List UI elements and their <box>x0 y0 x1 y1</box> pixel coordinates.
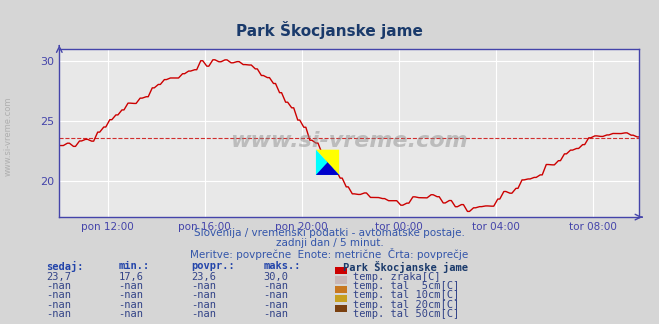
Text: -nan: -nan <box>46 290 71 300</box>
Text: povpr.:: povpr.: <box>191 261 235 271</box>
Text: Slovenija / vremenski podatki - avtomatske postaje.: Slovenija / vremenski podatki - avtomats… <box>194 228 465 238</box>
Text: www.si-vreme.com: www.si-vreme.com <box>3 96 13 176</box>
Text: -nan: -nan <box>119 309 144 319</box>
Text: Park Škocjanske jame: Park Škocjanske jame <box>343 261 468 273</box>
Text: -nan: -nan <box>46 300 71 310</box>
Text: -nan: -nan <box>264 309 289 319</box>
Text: 17,6: 17,6 <box>119 272 144 282</box>
Text: temp. tal  5cm[C]: temp. tal 5cm[C] <box>353 281 459 291</box>
Text: -nan: -nan <box>264 290 289 300</box>
Polygon shape <box>316 150 339 175</box>
Text: -nan: -nan <box>46 281 71 291</box>
Polygon shape <box>316 150 339 175</box>
Text: -nan: -nan <box>119 300 144 310</box>
Text: 23,7: 23,7 <box>46 272 71 282</box>
Text: 23,6: 23,6 <box>191 272 216 282</box>
Text: temp. tal 50cm[C]: temp. tal 50cm[C] <box>353 309 459 319</box>
Text: sedaj:: sedaj: <box>46 261 84 272</box>
Text: temp. zraka[C]: temp. zraka[C] <box>353 272 440 282</box>
Text: -nan: -nan <box>46 309 71 319</box>
Text: Meritve: povprečne  Enote: metrične  Črta: povprečje: Meritve: povprečne Enote: metrične Črta:… <box>190 248 469 260</box>
Text: -nan: -nan <box>191 309 216 319</box>
Text: -nan: -nan <box>119 281 144 291</box>
Text: Park Škocjanske jame: Park Škocjanske jame <box>236 21 423 39</box>
Text: min.:: min.: <box>119 261 150 271</box>
Text: www.si-vreme.com: www.si-vreme.com <box>231 131 468 151</box>
Text: -nan: -nan <box>191 281 216 291</box>
Text: temp. tal 10cm[C]: temp. tal 10cm[C] <box>353 290 459 300</box>
Text: -nan: -nan <box>191 300 216 310</box>
Text: -nan: -nan <box>119 290 144 300</box>
Text: -nan: -nan <box>264 300 289 310</box>
Polygon shape <box>316 162 339 175</box>
Text: zadnji dan / 5 minut.: zadnji dan / 5 minut. <box>275 238 384 248</box>
Text: -nan: -nan <box>264 281 289 291</box>
Text: 30,0: 30,0 <box>264 272 289 282</box>
Text: temp. tal 20cm[C]: temp. tal 20cm[C] <box>353 300 459 310</box>
Text: -nan: -nan <box>191 290 216 300</box>
Text: maks.:: maks.: <box>264 261 301 271</box>
